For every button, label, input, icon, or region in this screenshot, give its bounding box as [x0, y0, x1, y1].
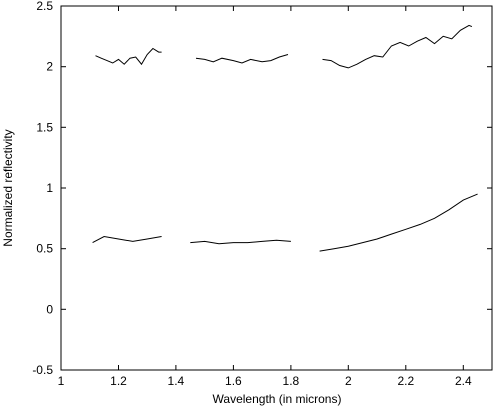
axis-ticks: [60, 5, 492, 371]
x-axis-title: Wavelength (in microns): [213, 392, 342, 406]
data-series-group: [92, 24, 478, 252]
y-tick-label: 1: [46, 181, 53, 195]
series-line-6: [319, 193, 478, 252]
y-tick-label: 0.5: [36, 242, 53, 256]
x-tick-label: 1: [58, 374, 65, 388]
plot-area-frame: [60, 5, 493, 371]
x-tick-label: 2: [345, 374, 352, 388]
series-line-1: [95, 47, 162, 66]
x-tick-label: 1.6: [225, 374, 242, 388]
y-tick-label: 2.5: [36, 0, 53, 13]
x-tick-label: 2.4: [455, 374, 472, 388]
series-line-5: [190, 239, 291, 245]
x-tick-label: 1.4: [168, 374, 185, 388]
x-tick-labels: 1 1.2 1.4 1.6 1.8 2 2.2 2.4: [58, 374, 472, 388]
x-tick-label: 2.2: [397, 374, 414, 388]
y-tick-label: 2: [46, 60, 53, 74]
series-line-4: [92, 235, 162, 244]
y-axis-title: Normalized reflectivity: [1, 129, 15, 246]
x-tick-label: 1.2: [110, 374, 127, 388]
y-tick-labels: -0.5 0 0.5 1 1.5 2 2.5: [32, 0, 53, 377]
y-tick-label: 1.5: [36, 120, 53, 134]
y-tick-label: 0: [46, 302, 53, 316]
y-tick-label: -0.5: [32, 363, 53, 377]
series-line-3: [322, 24, 473, 69]
x-tick-label: 1.8: [283, 374, 300, 388]
series-line-2: [195, 54, 289, 64]
